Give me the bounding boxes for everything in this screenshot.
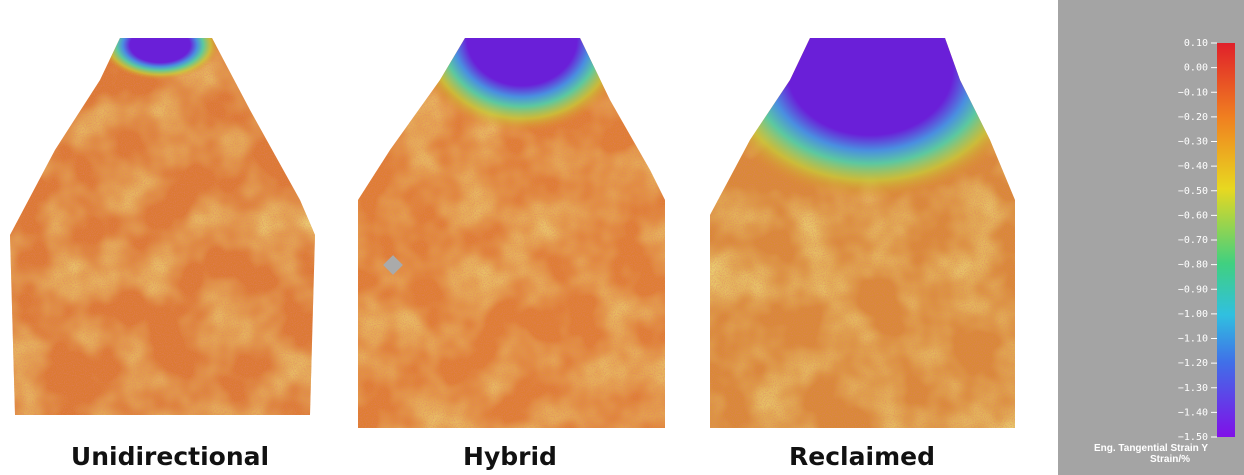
- tick-label: −0.80: [1178, 260, 1208, 271]
- tick-label: −0.50: [1178, 186, 1208, 197]
- colorbar-title: Eng. Tangential Strain Y: [1094, 443, 1208, 454]
- figure: Unidirectional Hybrid Reclaimed Eng. Tan…: [0, 0, 1244, 475]
- tick-label: −1.30: [1178, 383, 1208, 394]
- colorbar: [1217, 43, 1235, 437]
- tick-label: −0.20: [1178, 112, 1208, 123]
- tick-label: −1.40: [1178, 407, 1208, 418]
- panel-label: Unidirectional: [71, 442, 269, 471]
- colorbar-unit: Strain/%: [1150, 454, 1190, 465]
- tick-label: 0.10: [1184, 38, 1208, 49]
- panel-label: Hybrid: [463, 442, 557, 471]
- strain-map-hybrid: [350, 0, 680, 430]
- tick-label: −0.60: [1178, 210, 1208, 221]
- colorbar-panel: [1058, 0, 1244, 475]
- tick-label: −1.00: [1178, 309, 1208, 320]
- tick-label: −0.40: [1178, 161, 1208, 172]
- tick-label: −1.50: [1178, 432, 1208, 443]
- strain-map-reclaimed: [700, 0, 1035, 430]
- tick-label: −1.20: [1178, 358, 1208, 369]
- tick-label: −0.70: [1178, 235, 1208, 246]
- tick-label: −0.10: [1178, 87, 1208, 98]
- tick-label: −0.30: [1178, 137, 1208, 148]
- tick-label: −0.90: [1178, 284, 1208, 295]
- strain-map-unidirectional: [0, 10, 330, 430]
- panel-label: Reclaimed: [789, 442, 935, 471]
- tick-label: 0.00: [1184, 63, 1208, 74]
- tick-label: −1.10: [1178, 334, 1208, 345]
